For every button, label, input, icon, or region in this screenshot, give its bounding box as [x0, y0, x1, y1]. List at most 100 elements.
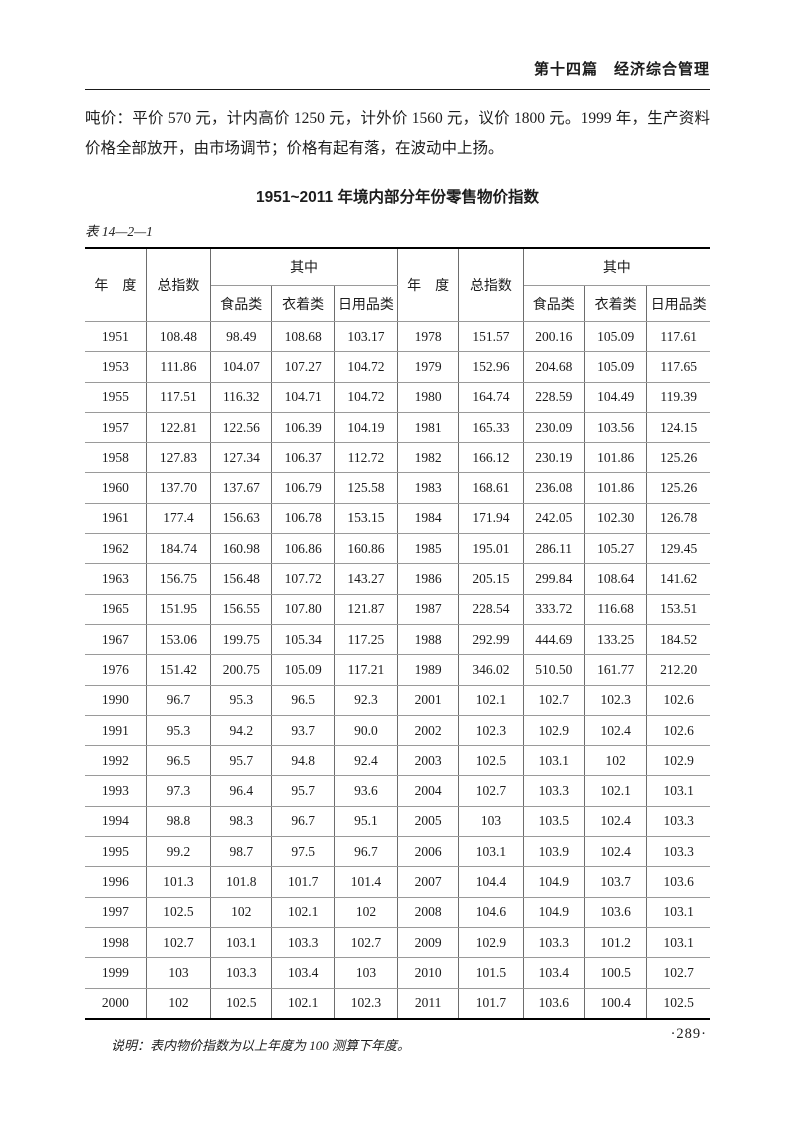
- index-value-cell: 105.34: [271, 623, 335, 656]
- col-header-food-left: 食品类: [210, 285, 273, 322]
- index-value-cell: 153.06: [145, 623, 212, 656]
- year-cell: 1978: [396, 320, 460, 353]
- table-row: 1951 108.48 98.49 108.68 103.17 1978 151.57 200…: [85, 320, 710, 353]
- index-value-cell: 92.4: [333, 745, 399, 777]
- table-row: 1967 153.06 199.75 105.34 117.25 1988 292.99 44…: [85, 623, 710, 656]
- table-row: 1957 122.81 122.56 106.39 104.19 1981 165.33 23…: [85, 411, 710, 444]
- index-value-cell: 101.5: [458, 957, 524, 989]
- index-value-cell: 103.17: [333, 320, 399, 353]
- year-cell: 1951: [85, 320, 147, 353]
- index-value-cell: 103.3: [210, 957, 273, 989]
- index-value-cell: 96.7: [271, 805, 335, 838]
- year-cell: 1967: [85, 623, 147, 656]
- index-value-cell: 104.72: [333, 381, 399, 413]
- page-number: ·289·: [670, 1026, 707, 1042]
- table-row: 1996 101.3 101.8 101.7 101.4 2007 104.4 104.9 10…: [85, 866, 710, 898]
- index-value-cell: 101.86: [583, 442, 648, 474]
- index-value-cell: 205.15: [458, 563, 524, 595]
- index-value-cell: 510.50: [522, 654, 585, 686]
- index-value-cell: 103.1: [646, 775, 710, 807]
- col-header-year-right: 年 度: [396, 247, 460, 322]
- index-value-cell: 101.8: [210, 866, 273, 898]
- table-title: 1951~2011 年境内部分年份零售物价指数: [256, 189, 539, 206]
- index-value-cell: 106.39: [271, 411, 335, 444]
- index-value-cell: 125.58: [333, 472, 399, 504]
- index-value-cell: 103.56: [583, 411, 648, 444]
- index-value-cell: 204.68: [522, 351, 585, 383]
- index-value-cell: 125.26: [646, 472, 710, 504]
- index-value-cell: 117.51: [145, 381, 212, 413]
- table-row: 1992 96.5 95.7 94.8 92.4 2003 102.5 103.1 102 102…: [85, 745, 710, 777]
- index-value-cell: 102.7: [458, 775, 524, 807]
- index-value-cell: 102.7: [333, 926, 399, 959]
- index-value-cell: 103.3: [646, 836, 710, 868]
- index-value-cell: 98.49: [210, 320, 273, 353]
- index-value-cell: 106.86: [271, 533, 335, 565]
- index-value-cell: 104.72: [333, 351, 399, 383]
- header-rule: [85, 89, 710, 90]
- index-value-cell: 103.6: [583, 896, 648, 928]
- year-cell: 1962: [85, 533, 147, 565]
- table-label: 表 14—2—1: [85, 224, 153, 239]
- year-cell: 1988: [396, 623, 460, 656]
- year-cell: 1953: [85, 351, 147, 383]
- year-cell: 2000: [85, 987, 147, 1020]
- index-value-cell: 104.07: [210, 351, 273, 383]
- year-cell: 1987: [396, 593, 460, 625]
- index-value-cell: 127.34: [210, 442, 273, 474]
- index-value-cell: 102: [583, 745, 648, 777]
- index-value-cell: 137.67: [210, 472, 273, 504]
- col-header-clothing-right: 衣着类: [583, 285, 648, 322]
- index-value-cell: 102.1: [271, 987, 335, 1020]
- index-value-cell: 236.08: [522, 472, 585, 504]
- year-cell: 1965: [85, 593, 147, 625]
- year-cell: 1955: [85, 381, 147, 413]
- table-row: 1995 99.2 98.7 97.5 96.7 2006 103.1 103.9 102.4 1…: [85, 836, 710, 868]
- year-cell: 2005: [396, 805, 460, 838]
- index-value-cell: 117.25: [333, 623, 399, 656]
- index-value-cell: 102.5: [458, 745, 524, 777]
- index-value-cell: 200.75: [210, 654, 273, 686]
- index-value-cell: 97.3: [145, 775, 212, 807]
- index-value-cell: 122.56: [210, 411, 273, 444]
- index-value-cell: 184.52: [646, 623, 710, 656]
- year-cell: 1958: [85, 442, 147, 474]
- chapter-title: 第十四篇 经济综合管理: [533, 61, 710, 78]
- table-row: 1997 102.5 102 102.1 102 2008 104.6 104.9 103.6 1…: [85, 896, 710, 928]
- index-value-cell: 286.11: [522, 533, 585, 565]
- year-cell: 1986: [396, 563, 460, 595]
- index-value-cell: 102.6: [646, 714, 710, 747]
- index-value-cell: 107.27: [271, 351, 335, 383]
- index-value-cell: 107.80: [271, 593, 335, 625]
- index-value-cell: 105.09: [583, 320, 648, 353]
- index-value-cell: 153.51: [646, 593, 710, 625]
- index-value-cell: 102.7: [522, 684, 585, 716]
- index-value-cell: 98.3: [210, 805, 273, 838]
- index-value-cell: 96.4: [210, 775, 273, 807]
- col-header-daily-left: 日用品类: [333, 285, 399, 322]
- index-value-cell: 101.7: [458, 987, 524, 1020]
- index-value-cell: 444.69: [522, 623, 585, 656]
- index-value-cell: 96.5: [145, 745, 212, 777]
- index-value-cell: 230.09: [522, 411, 585, 444]
- year-cell: 1976: [85, 654, 147, 686]
- index-value-cell: 171.94: [458, 502, 524, 535]
- index-value-cell: 103.9: [522, 836, 585, 868]
- table-row: 1999 103 103.3 103.4 103 2010 101.5 103.4 100.5 1…: [85, 957, 710, 989]
- index-value-cell: 100.4: [583, 987, 648, 1020]
- index-value-cell: 103.1: [646, 926, 710, 959]
- index-value-cell: 95.3: [145, 714, 212, 747]
- index-value-cell: 104.9: [522, 866, 585, 898]
- index-value-cell: 103.4: [271, 957, 335, 989]
- year-cell: 1982: [396, 442, 460, 474]
- year-cell: 2010: [396, 957, 460, 989]
- index-value-cell: 125.26: [646, 442, 710, 474]
- col-header-total-right: 总指数: [458, 247, 524, 322]
- year-cell: 2011: [396, 987, 460, 1020]
- index-value-cell: 230.19: [522, 442, 585, 474]
- index-value-cell: 102.5: [646, 987, 710, 1020]
- index-value-cell: 101.86: [583, 472, 648, 504]
- table-row: 1991 95.3 94.2 93.7 90.0 2002 102.3 102.9 102.4 1…: [85, 714, 710, 747]
- index-value-cell: 98.8: [145, 805, 212, 838]
- index-value-cell: 102.3: [583, 684, 648, 716]
